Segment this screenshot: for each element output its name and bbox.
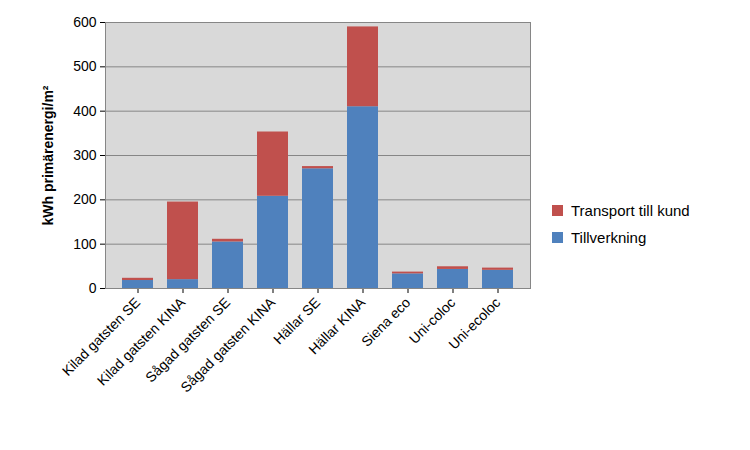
svg-text:Hällar SE: Hällar SE xyxy=(270,294,324,348)
svg-text:300: 300 xyxy=(73,147,97,163)
svg-text:Uni-ecoloc: Uni-ecoloc xyxy=(445,294,503,352)
svg-text:Sågad gatsten KINA: Sågad gatsten KINA xyxy=(177,294,278,395)
svg-text:100: 100 xyxy=(73,236,97,252)
svg-text:600: 600 xyxy=(73,14,97,30)
svg-text:Uni-coloc: Uni-coloc xyxy=(405,294,459,347)
svg-text:200: 200 xyxy=(73,191,97,207)
svg-text:0: 0 xyxy=(89,280,97,296)
svg-text:400: 400 xyxy=(73,103,97,119)
svg-text:Siena eco: Siena eco xyxy=(358,294,413,349)
html-text:Transport till kund: Transport till kund xyxy=(571,202,690,219)
svg-text:kWh primärenergi/m²: kWh primärenergi/m² xyxy=(40,85,56,225)
html-text:Tillverkning: Tillverkning xyxy=(571,229,647,246)
svg-text:Hällar KINA: Hällar KINA xyxy=(305,294,368,357)
svg-text:Sågad gatsten SE: Sågad gatsten SE xyxy=(142,294,233,385)
svg-text:Kilad gatsten KINA: Kilad gatsten KINA xyxy=(93,294,189,389)
svg-text:500: 500 xyxy=(73,58,97,74)
svg-text:Kilad gatsten SE: Kilad gatsten SE xyxy=(59,294,144,379)
